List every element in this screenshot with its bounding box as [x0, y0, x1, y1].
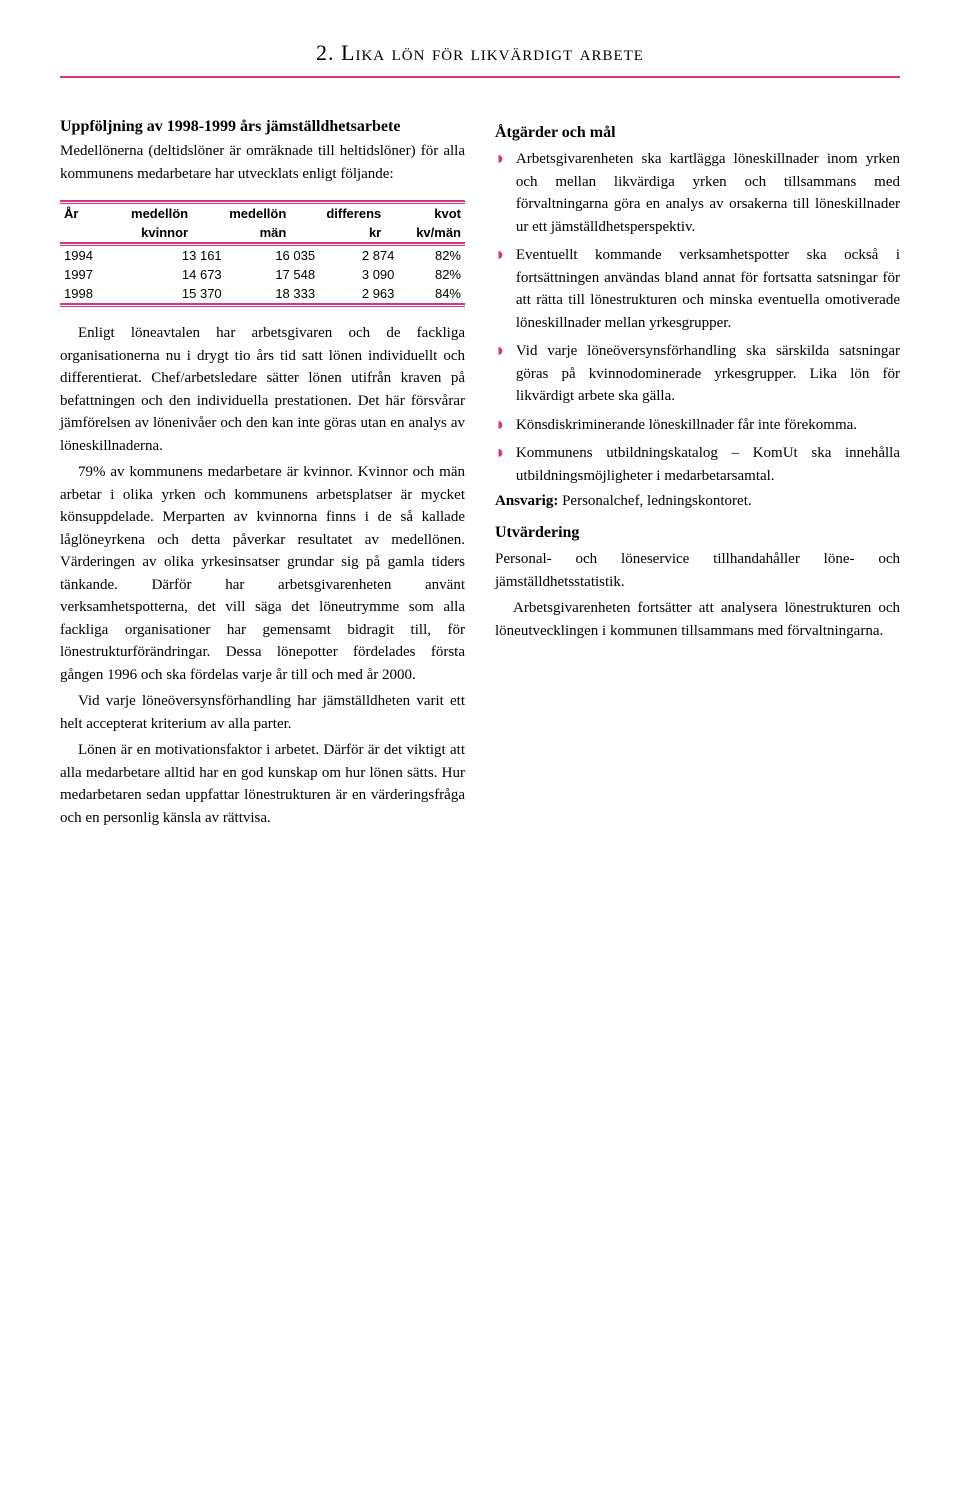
eval-paragraph-1: Personal- och löneservice tillhandahålle…	[495, 548, 900, 593]
salary-table: År medellön medellön differens kvot kvin…	[60, 200, 465, 307]
table-rule-3	[60, 306, 465, 307]
eval-paragraph-2: Arbetsgivarenheten fortsätter att analys…	[495, 597, 900, 642]
bullet-text: Könsdiskriminerande löneskillnader får i…	[516, 414, 857, 437]
responsible-label: Ansvarig:	[495, 493, 558, 509]
cell-kvot: 82%	[398, 246, 465, 265]
list-item: ◗ Kommunens utbildningskatalog – KomUt s…	[495, 442, 900, 487]
th-year: År	[60, 204, 94, 223]
cell-kvinnor: 13 161	[132, 246, 225, 265]
cell-year: 1994	[60, 246, 132, 265]
th-medellon2: medellön	[192, 204, 290, 223]
bullet-text: Vid varje löneöversynsförhandling ska sä…	[516, 340, 900, 408]
cell-man: 16 035	[226, 246, 319, 265]
th-kvinnor: kvinnor	[94, 223, 192, 242]
th-kvot: kvot	[385, 204, 465, 223]
bullet-icon: ◗	[495, 442, 506, 464]
th-kvman: kv/män	[385, 223, 465, 242]
cell-kvot: 84%	[398, 284, 465, 303]
bullet-text: Eventuellt kommande verksamhetspotter sk…	[516, 244, 900, 334]
cell-man: 18 333	[226, 284, 319, 303]
title-underline	[60, 76, 900, 78]
table-row: 1997 14 673 17 548 3 090 82%	[60, 265, 465, 284]
list-item: ◗ Könsdiskriminerande löneskillnader får…	[495, 414, 900, 437]
paragraph-4: Lönen är en motivationsfaktor i arbetet.…	[60, 739, 465, 829]
cell-diff: 2 874	[319, 246, 398, 265]
th-empty	[60, 223, 94, 242]
left-column: Uppföljning av 1998-1999 års jämställdhe…	[60, 118, 465, 833]
cell-kvinnor: 15 370	[132, 284, 225, 303]
list-item: ◗ Eventuellt kommande verksamhetspotter …	[495, 244, 900, 334]
responsible-value: Personalchef, ledningskontoret.	[558, 493, 751, 509]
table-header-row-2: kvinnor män kr kv/män	[60, 223, 465, 242]
list-item: ◗ Arbetsgivarenheten ska kartlägga lönes…	[495, 148, 900, 238]
two-column-layout: Uppföljning av 1998-1999 års jämställdhe…	[60, 118, 900, 833]
cell-diff: 3 090	[319, 265, 398, 284]
responsible-line: Ansvarig: Personalchef, ledningskontoret…	[495, 493, 900, 510]
intro-paragraph: Medellönerna (deltidslöner är omräknade …	[60, 140, 465, 185]
bullet-icon: ◗	[495, 148, 506, 170]
table-header-row-1: År medellön medellön differens kvot	[60, 204, 465, 223]
bullet-icon: ◗	[495, 340, 506, 362]
actions-list: ◗ Arbetsgivarenheten ska kartlägga lönes…	[495, 148, 900, 487]
bullet-icon: ◗	[495, 244, 506, 266]
cell-year: 1998	[60, 284, 132, 303]
th-differens: differens	[290, 204, 385, 223]
left-heading: Uppföljning av 1998-1999 års jämställdhe…	[60, 118, 465, 136]
th-man: män	[192, 223, 290, 242]
evaluation-heading: Utvärdering	[495, 524, 900, 542]
list-item: ◗ Vid varje löneöversynsförhandling ska …	[495, 340, 900, 408]
cell-kvinnor: 14 673	[132, 265, 225, 284]
bullet-text: Kommunens utbildningskatalog – KomUt ska…	[516, 442, 900, 487]
salary-data-body: 1994 13 161 16 035 2 874 82% 1997 14 673…	[60, 246, 465, 303]
right-column: Åtgärder och mål ◗ Arbetsgivarenheten sk…	[495, 118, 900, 833]
table-row: 1994 13 161 16 035 2 874 82%	[60, 246, 465, 265]
cell-man: 17 548	[226, 265, 319, 284]
section-title: 2. Lika lön för likvärdigt arbete	[60, 40, 900, 66]
paragraph-1: Enligt löneavtalen har arbetsgivaren och…	[60, 322, 465, 457]
paragraph-2: 79% av kommunens medarbetare är kvinnor.…	[60, 461, 465, 686]
salary-data-table: År medellön medellön differens kvot kvin…	[60, 204, 465, 242]
th-kr: kr	[290, 223, 385, 242]
paragraph-3: Vid varje löneöversynsförhandling har jä…	[60, 690, 465, 735]
bullet-icon: ◗	[495, 414, 506, 436]
table-row: 1998 15 370 18 333 2 963 84%	[60, 284, 465, 303]
cell-diff: 2 963	[319, 284, 398, 303]
th-medellon1: medellön	[94, 204, 192, 223]
actions-heading: Åtgärder och mål	[495, 124, 900, 142]
bullet-text: Arbetsgivarenheten ska kartlägga löneski…	[516, 148, 900, 238]
cell-kvot: 82%	[398, 265, 465, 284]
cell-year: 1997	[60, 265, 132, 284]
